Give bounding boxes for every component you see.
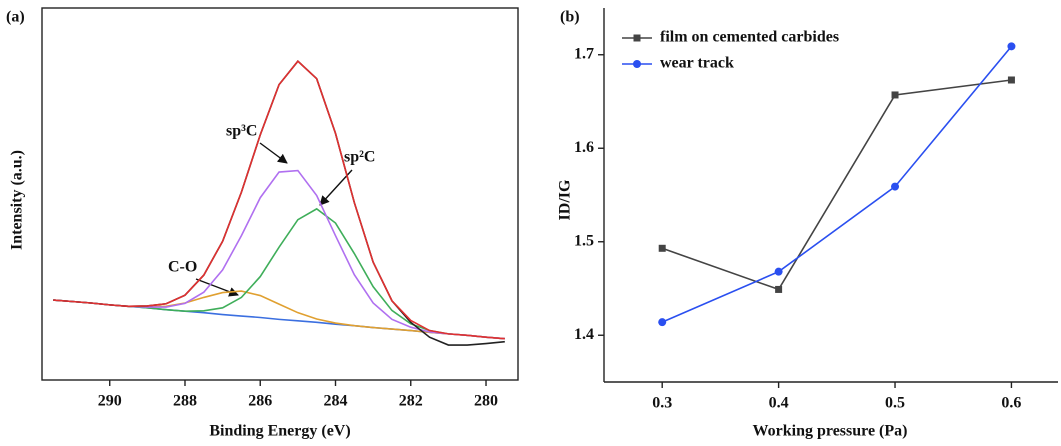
y-axis-label: Intensity (a.u.) xyxy=(9,150,26,250)
series-line xyxy=(661,45,1013,323)
x-axis-label: Working pressure (Pa) xyxy=(753,423,908,440)
panel-label: (b) xyxy=(560,9,580,26)
x-tick-label: 0.4 xyxy=(769,395,789,412)
marker xyxy=(658,318,667,327)
series-line xyxy=(53,60,505,346)
x-tick-label: 288 xyxy=(173,393,197,410)
marker xyxy=(658,244,666,252)
annotation-arrow xyxy=(259,142,288,164)
x-axis-label: Binding Energy (eV) xyxy=(209,423,350,440)
annotation: sp³C xyxy=(226,123,257,140)
annotation: sp²C xyxy=(344,149,375,166)
x-tick-label: 280 xyxy=(474,393,498,410)
panel-label: (a) xyxy=(6,9,25,26)
marker xyxy=(775,285,783,293)
y-tick-label: 1.7 xyxy=(574,45,594,62)
series-line xyxy=(661,79,1012,291)
legend-label: wear track xyxy=(660,55,734,72)
x-tick-label: 0.6 xyxy=(1001,395,1021,412)
marker xyxy=(1007,76,1015,84)
marker xyxy=(891,182,900,191)
series-line xyxy=(53,169,505,340)
x-tick-label: 290 xyxy=(98,393,122,410)
y-tick-label: 1.6 xyxy=(574,139,594,156)
y-tick-label: 1.4 xyxy=(574,326,594,343)
marker xyxy=(891,91,899,99)
x-tick-label: 0.5 xyxy=(885,395,905,412)
y-tick-label: 1.5 xyxy=(574,232,594,249)
marker xyxy=(633,34,641,42)
annotation: C-O xyxy=(168,259,197,276)
x-tick-label: 286 xyxy=(248,393,272,410)
y-axis-label: ID/IG xyxy=(557,179,574,220)
plot-frame xyxy=(41,7,519,381)
legend-label: film on cemented carbides xyxy=(660,29,839,46)
x-tick-label: 0.3 xyxy=(652,395,672,412)
series-line xyxy=(53,60,505,340)
marker xyxy=(1007,42,1016,51)
marker xyxy=(633,60,641,68)
marker xyxy=(774,267,783,276)
x-tick-label: 284 xyxy=(324,393,348,410)
x-tick-label: 282 xyxy=(399,393,423,410)
